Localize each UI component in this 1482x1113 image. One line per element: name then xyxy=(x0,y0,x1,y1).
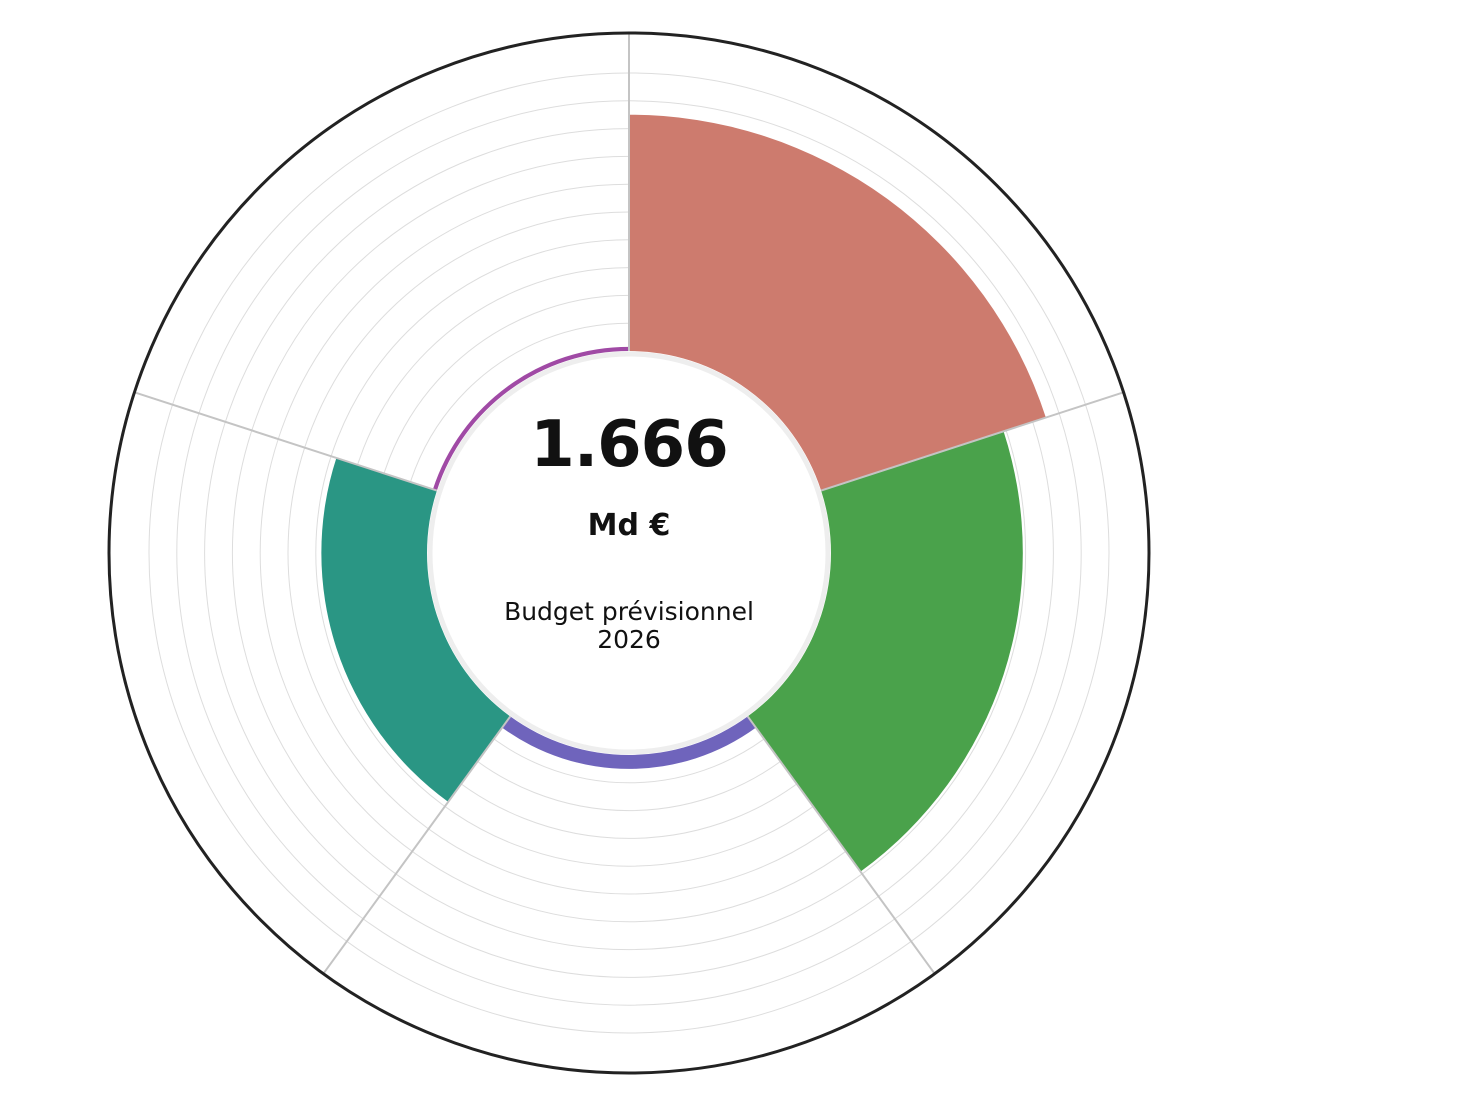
sector-divider xyxy=(322,715,512,975)
sectors xyxy=(321,114,1046,872)
sector-divider xyxy=(134,391,438,492)
sector-3 xyxy=(502,716,756,769)
budget-year: 2026 xyxy=(597,625,661,654)
sector-5 xyxy=(432,346,629,491)
budget-label: Budget prévisionnel xyxy=(504,597,754,626)
sector-2 xyxy=(747,431,1023,872)
sector-1 xyxy=(629,114,1046,491)
sector-dividers xyxy=(134,33,1124,975)
center-disc xyxy=(427,351,831,755)
sector-divider xyxy=(820,391,1124,492)
sector-divider xyxy=(746,715,936,975)
total-budget-value: 1.666 xyxy=(530,408,728,482)
sector-4 xyxy=(321,457,511,802)
outer-ring xyxy=(107,31,1151,1075)
total-budget-unit: Md € xyxy=(587,508,671,543)
